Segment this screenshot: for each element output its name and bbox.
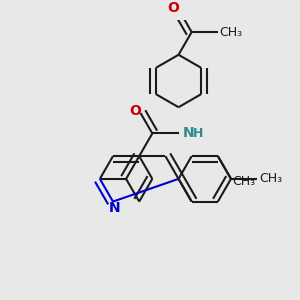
Text: O: O [129,104,141,118]
Text: CH₃: CH₃ [232,176,256,188]
Text: N: N [183,126,195,140]
Text: O: O [167,1,179,15]
Text: H: H [193,127,204,140]
Text: CH₃: CH₃ [219,26,242,39]
Text: CH₃: CH₃ [259,172,282,185]
Text: N: N [109,201,120,215]
